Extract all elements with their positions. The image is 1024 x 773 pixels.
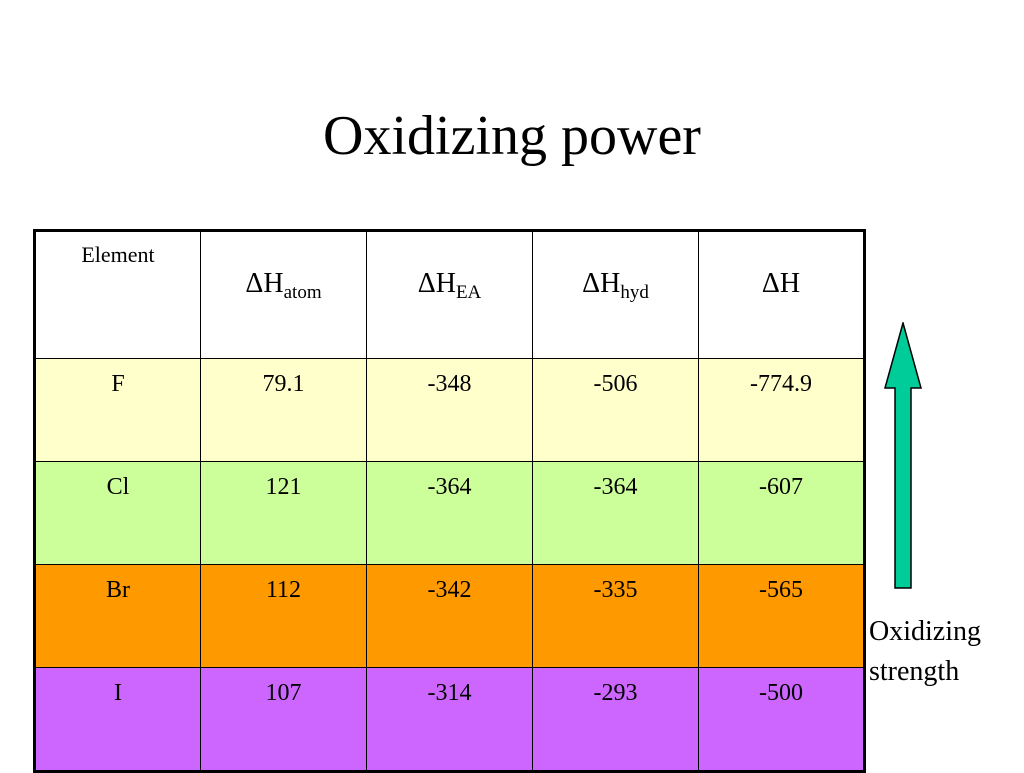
table-row-cl: Cl 121 -364 -364 -607 bbox=[34, 461, 865, 565]
cell-dh-total: -607 bbox=[698, 461, 865, 565]
header-dh-atom-sub: atom bbox=[283, 282, 322, 303]
header-dh-hyd-symbol: ΔH bbox=[582, 268, 621, 299]
arrow-shape bbox=[884, 322, 922, 589]
cell-dh-ea: -348 bbox=[366, 358, 533, 462]
oxidizing-strength-caption: Oxidizing strength bbox=[869, 612, 981, 692]
table-row-br: Br 112 -342 -335 -565 bbox=[34, 564, 865, 668]
table-row-i: I 107 -314 -293 -500 bbox=[34, 667, 865, 772]
arrow-up-icon bbox=[884, 322, 922, 589]
header-dh-total: ΔH bbox=[698, 230, 865, 359]
cell-dh-hyd: -335 bbox=[532, 564, 699, 668]
header-element: Element bbox=[34, 230, 201, 359]
cell-element: F bbox=[34, 358, 201, 462]
cell-element: Cl bbox=[34, 461, 201, 565]
cell-dh-atom: 107 bbox=[200, 667, 367, 772]
cell-dh-atom: 79.1 bbox=[200, 358, 367, 462]
header-dh-hyd: ΔHhyd bbox=[532, 230, 699, 359]
cell-dh-atom: 121 bbox=[200, 461, 367, 565]
cell-dh-ea: -342 bbox=[366, 564, 533, 668]
cell-dh-hyd: -293 bbox=[532, 667, 699, 772]
header-dh-atom: ΔHatom bbox=[200, 230, 367, 359]
header-dh-hyd-sub: hyd bbox=[620, 282, 649, 303]
cell-dh-total: -774.9 bbox=[698, 358, 865, 462]
cell-dh-ea: -364 bbox=[366, 461, 533, 565]
cell-dh-total: -565 bbox=[698, 564, 865, 668]
table-row-f: F 79.1 -348 -506 -774.9 bbox=[34, 358, 865, 462]
cell-dh-hyd: -364 bbox=[532, 461, 699, 565]
cell-dh-hyd: -506 bbox=[532, 358, 699, 462]
header-dh-ea-symbol: ΔH bbox=[417, 268, 456, 299]
cell-element: I bbox=[34, 667, 201, 772]
table-header-row: Element ΔHatom ΔHEA ΔHhyd ΔH bbox=[34, 230, 865, 359]
halogen-data-table: Element ΔHatom ΔHEA ΔHhyd ΔH F 79.1 -348… bbox=[33, 229, 866, 773]
header-dh-atom-symbol: ΔH bbox=[245, 268, 284, 299]
header-dh-total-symbol: ΔH bbox=[761, 268, 801, 299]
cell-element: Br bbox=[34, 564, 201, 668]
header-dh-ea-sub: EA bbox=[455, 282, 482, 303]
slide-title: Oxidizing power bbox=[323, 105, 701, 167]
caption-line-1: Oxidizing bbox=[869, 616, 981, 647]
cell-dh-ea: -314 bbox=[366, 667, 533, 772]
cell-dh-total: -500 bbox=[698, 667, 865, 772]
cell-dh-atom: 112 bbox=[200, 564, 367, 668]
header-dh-ea: ΔHEA bbox=[366, 230, 533, 359]
caption-line-2: strength bbox=[869, 656, 960, 687]
